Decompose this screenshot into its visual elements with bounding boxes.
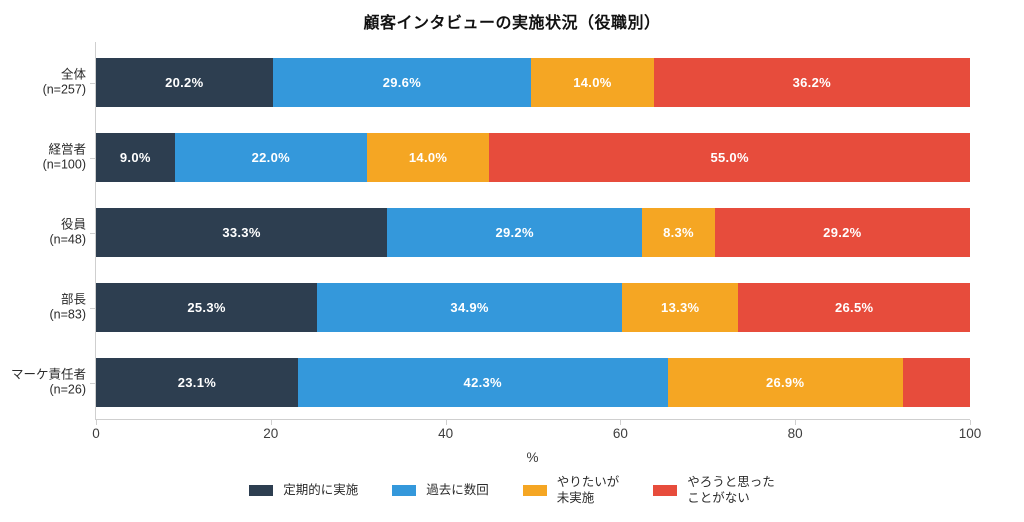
x-tick-label: 80 [787,426,803,441]
x-axis-unit-label: % [526,450,539,465]
bar-segment: 8.3% [642,208,715,257]
y-tick [90,157,95,159]
bar-value-label: 34.9% [450,300,489,315]
y-tick [90,232,95,234]
legend-item: やろうと思った ことがない [653,474,775,507]
bar-value-label: 14.0% [408,150,448,165]
legend-label: 定期的に実施 [283,483,359,498]
legend-item: やりたいが 未実施 [522,474,620,507]
bar-segment: 36.2% [653,58,970,107]
bar-rows: 全体 (n=257) 20.2% 29.6% 14.0% 36.2% 経営者 (n=100) 9… [11,42,970,419]
bar-value-label: 9.0% [119,150,151,165]
bar-value-label: 20.2% [165,75,204,90]
bar-value-label: 36.2% [792,75,831,90]
bar-segment: 29.6% [272,58,532,107]
x-tick-label: 20 [263,426,279,441]
chart-title: 顧客インタビューの実施状況（役職別） [363,15,661,32]
bar-segment: 42.3% [297,358,668,407]
bar-value-label: 26.9% [765,375,805,390]
bar-value-label: 8.3% [663,225,694,240]
chart-legend: 定期的に実施 過去に数回 やりたいが 未実施 やろうと思った ことがない [0,474,1024,507]
bar-row: 経営者 (n=100) 9.0% 22.0% 14.0% 55.0% [43,133,970,182]
bar-row: 部長 (n=83) 25.3% 34.9% 13.3% 26.5% [50,283,970,332]
bar-value-label: 29.2% [823,225,862,240]
bar-segment: 22.0% [174,133,367,182]
bar-segment [902,358,970,407]
bar-value-label: 55.0% [710,150,749,165]
bar-segment: 29.2% [714,208,970,257]
legend-label: やろうと思った ことがない [687,475,775,506]
bar-value-label: 25.3% [187,300,226,315]
x-tick-label: 100 [958,426,982,441]
x-tick [270,420,272,425]
x-tick [445,420,447,425]
bar-segment: 25.3% [96,283,318,332]
bar-segment: 34.9% [317,283,623,332]
bar-value-label: 26.5% [834,300,874,315]
category-label: 役員 (n=48) [49,216,86,247]
legend-swatch [249,484,274,496]
y-tick [90,82,95,84]
bar-value-label: 23.1% [177,375,217,390]
plot-area: 全体 (n=257) 20.2% 29.6% 14.0% 36.2% 経営者 (n=100) 9… [11,42,981,441]
x-tick-label: 40 [438,426,454,441]
x-tick [620,420,622,425]
bar-segment: 26.9% [667,358,903,407]
bar-segment: 14.0% [531,58,654,107]
legend-swatch [522,484,547,496]
bar-segment: 55.0% [489,133,970,182]
y-tick [90,382,95,384]
bar-segment: 33.3% [96,208,388,257]
bar-segment: 9.0% [96,133,175,182]
category-label: 部長 (n=83) [49,291,86,322]
bar-row: マーケ責任者 (n=26) 23.1% 42.3% 26.9% [11,358,970,407]
legend-item: 過去に数回 [392,482,489,498]
bar-segment: 13.3% [622,283,739,332]
legend-swatch [653,484,678,496]
bar-value-label: 42.3% [463,375,502,390]
x-tick [795,420,797,425]
bar-segment: 14.0% [366,133,490,182]
legend-item: 定期的に実施 [249,482,358,498]
bar-value-label: 22.0% [251,150,290,165]
y-tick [90,307,95,309]
bar-segment: 23.1% [96,358,298,407]
bar-value-label: 29.6% [382,75,422,90]
bar-segment: 29.2% [387,208,643,257]
bar-segment: 20.2% [96,58,273,107]
legend-label: 過去に数回 [426,483,489,498]
legend-swatch [392,484,417,496]
bar-value-label: 14.0% [573,75,612,90]
bar-value-label: 29.2% [495,225,534,240]
bar-row: 役員 (n=48) 33.3% 29.2% 8.3% 29.2% [50,208,970,257]
x-tick-label: 60 [612,426,628,441]
legend-label: やりたいが 未実施 [556,475,620,506]
bar-segment: 26.5% [738,283,970,332]
x-tick-label: 0 [92,426,100,441]
x-tick [970,420,971,425]
category-label: 経営者 (n=100) [42,141,86,172]
bar-row: 全体 (n=257) 20.2% 29.6% 14.0% 36.2% [43,58,970,107]
bar-value-label: 13.3% [661,300,700,315]
x-tick [96,420,97,425]
category-label: マーケ責任者 (n=26) [10,366,86,397]
bar-value-label: 33.3% [222,225,261,240]
category-label: 全体 (n=257) [42,66,86,97]
